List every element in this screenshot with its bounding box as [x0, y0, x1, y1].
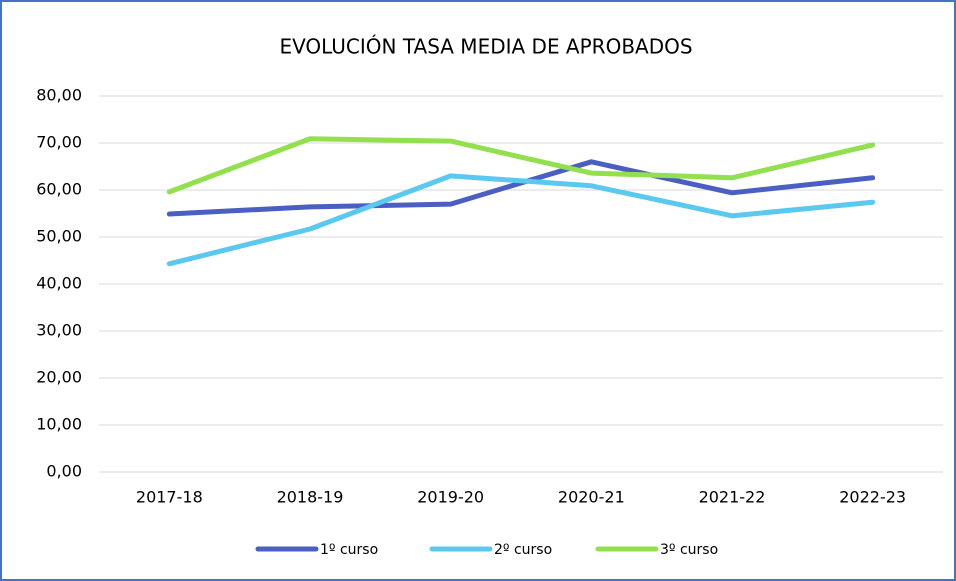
y-tick-label: 40,00: [36, 274, 82, 293]
y-tick-label: 70,00: [36, 133, 82, 152]
y-tick-label: 20,00: [36, 368, 82, 387]
legend-label: 3º curso: [660, 542, 718, 558]
line-series: [166, 173, 876, 267]
line-series: [166, 136, 876, 195]
y-tick-label: 10,00: [36, 415, 82, 434]
y-tick-label: 60,00: [36, 180, 82, 199]
legend-label: 2º curso: [494, 542, 552, 558]
legend-label: 1º curso: [320, 542, 378, 558]
x-tick-label: 2020-21: [558, 488, 625, 507]
y-tick-label: 30,00: [36, 321, 82, 340]
y-tick-label: 80,00: [36, 86, 82, 105]
x-tick-label: 2021-22: [699, 488, 766, 507]
y-tick-label: 50,00: [36, 227, 82, 246]
chart-title: EVOLUCIÓN TASA MEDIA DE APROBADOS: [279, 35, 692, 59]
x-tick-label: 2022-23: [839, 488, 906, 507]
x-tick-label: 2019-20: [417, 488, 484, 507]
x-tick-label: 2018-19: [277, 488, 344, 507]
y-tick-label: 0,00: [46, 462, 82, 481]
x-tick-label: 2017-18: [136, 488, 203, 507]
